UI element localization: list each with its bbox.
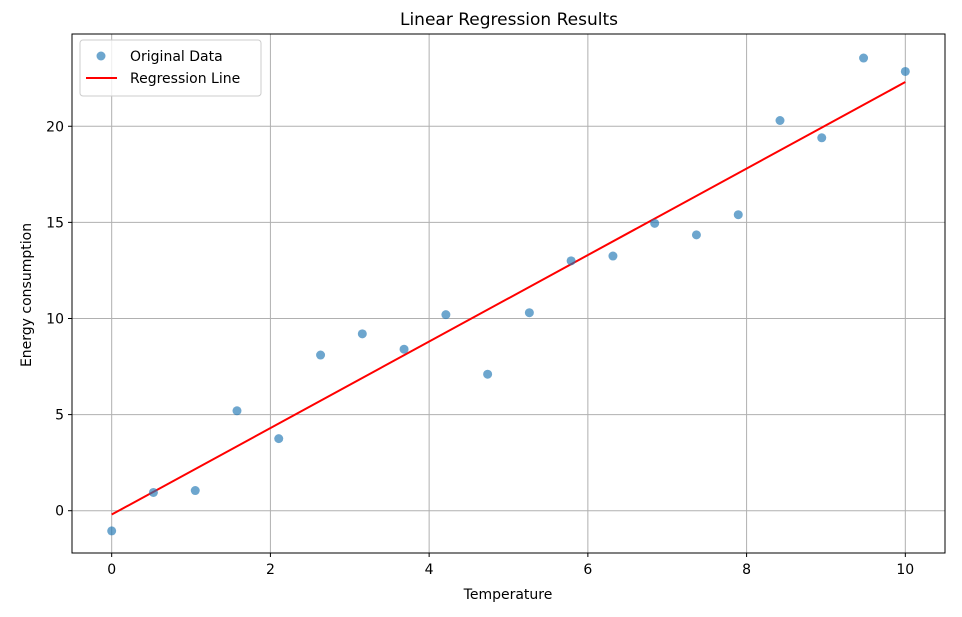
y-tick-label: 0 — [55, 504, 64, 520]
data-point — [566, 256, 576, 266]
data-point — [900, 66, 910, 76]
data-point — [524, 308, 534, 318]
x-tick-label: 10 — [896, 562, 914, 578]
chart-title: Linear Regression Results — [400, 10, 618, 30]
y-tick-label: 5 — [55, 408, 64, 424]
y-axis-label: Energy consumption — [19, 223, 35, 367]
legend: Original Data Regression Line — [79, 39, 262, 97]
data-point — [190, 486, 200, 496]
data-point — [775, 116, 785, 125]
y-tick-label: 10 — [46, 311, 64, 327]
data-point — [399, 344, 409, 354]
grid — [72, 34, 945, 553]
x-tick-label: 0 — [107, 562, 116, 578]
data-point — [859, 53, 869, 63]
data-point — [608, 251, 618, 261]
data-point — [357, 329, 367, 339]
plot-series — [107, 53, 910, 536]
data-point — [107, 526, 117, 536]
regression-line — [111, 81, 906, 516]
legend-label-original-data: Original Data — [130, 49, 223, 65]
x-axis-label: Temperature — [463, 587, 553, 603]
y-tick-label: 15 — [46, 215, 64, 231]
x-tick-label: 8 — [742, 562, 751, 578]
axis-ticks: 0 2 4 6 8 10 0 5 10 15 20 — [46, 119, 914, 578]
data-point — [232, 406, 242, 416]
x-tick-label: 4 — [425, 562, 434, 578]
data-point — [650, 218, 660, 228]
y-tick-label: 20 — [46, 119, 64, 135]
data-point — [733, 210, 743, 220]
data-point — [817, 133, 827, 143]
legend-box — [79, 39, 262, 97]
x-tick-label: 2 — [266, 562, 275, 578]
data-point — [274, 434, 284, 444]
plot-frame — [71, 33, 946, 554]
data-point — [316, 350, 326, 360]
legend-label-regression-line: Regression Line — [130, 71, 240, 87]
legend-marker-original-data — [96, 51, 106, 61]
data-point — [441, 310, 451, 320]
data-point — [148, 487, 158, 497]
data-point — [483, 369, 493, 379]
data-point — [691, 230, 701, 240]
x-tick-label: 6 — [583, 562, 592, 578]
